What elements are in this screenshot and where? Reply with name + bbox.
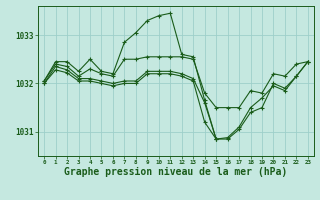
X-axis label: Graphe pression niveau de la mer (hPa): Graphe pression niveau de la mer (hPa): [64, 167, 288, 177]
